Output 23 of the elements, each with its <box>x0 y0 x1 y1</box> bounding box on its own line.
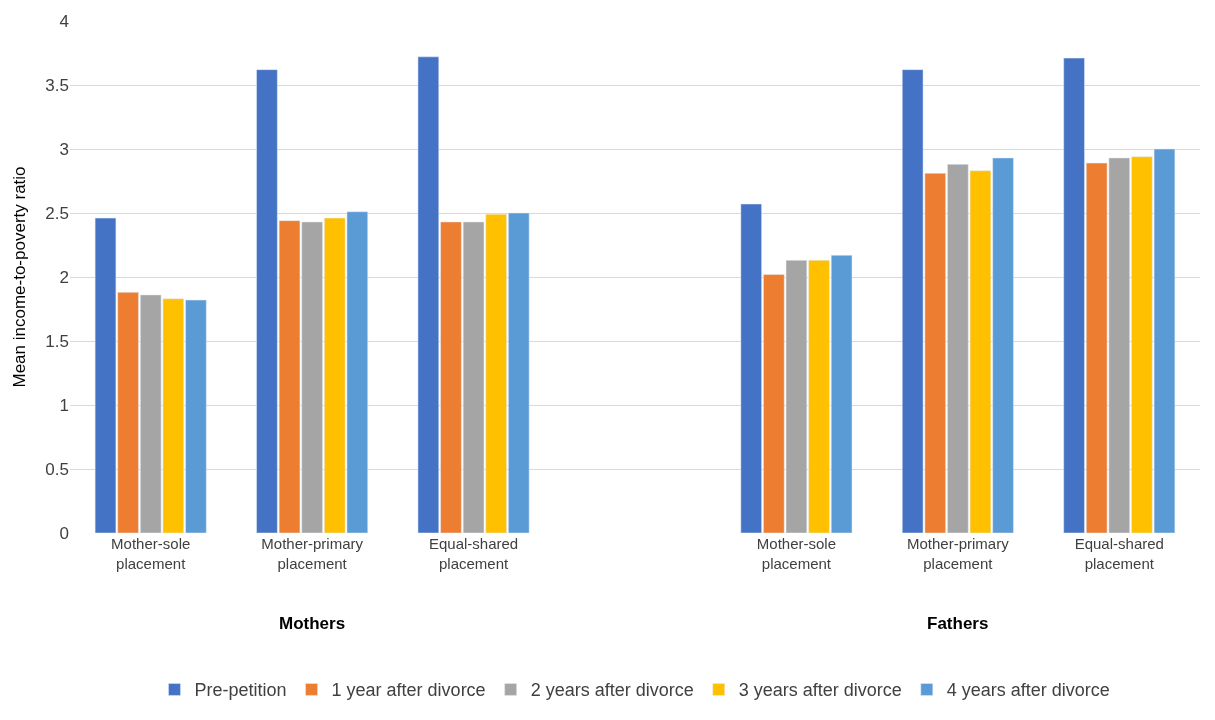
x-tick-label: Mother-sole placement <box>111 535 191 572</box>
y-tick-label: 0.5 <box>45 459 69 479</box>
text: Fathers <box>927 614 989 633</box>
legend-label: 1 year after divorce <box>331 680 486 701</box>
legend-label: 2 years after divorce <box>530 680 694 701</box>
y-tick-label: 3 <box>59 139 69 159</box>
x-tick-label: Equal-shared placement <box>1074 535 1164 572</box>
y-tick-label: 2 <box>59 267 69 287</box>
text: Mothers <box>279 614 346 633</box>
y-tick-label: 1.5 <box>45 331 69 351</box>
legend-label: Pre-petition <box>194 680 287 701</box>
x-tick-label: Mother-primary placement <box>261 535 364 572</box>
legend-label: 4 years after divorce <box>946 680 1110 701</box>
y-axis-title: Mean income-to-poverty ratio <box>9 166 29 388</box>
x-tick-label: Mother-sole placement <box>756 535 837 572</box>
y-tick-label: 1 <box>59 395 69 415</box>
x-tick-label: Mother-primary placement <box>907 535 1010 572</box>
y-tick-label: 0 <box>59 523 69 543</box>
y-tick-label: 3.5 <box>45 75 69 95</box>
y-tick-label: 2.5 <box>45 203 69 223</box>
y-tick-label: 4 <box>59 11 69 31</box>
legend-label: 3 years after divorce <box>738 680 902 701</box>
x-tick-label: Equal-shared placement <box>428 535 519 572</box>
